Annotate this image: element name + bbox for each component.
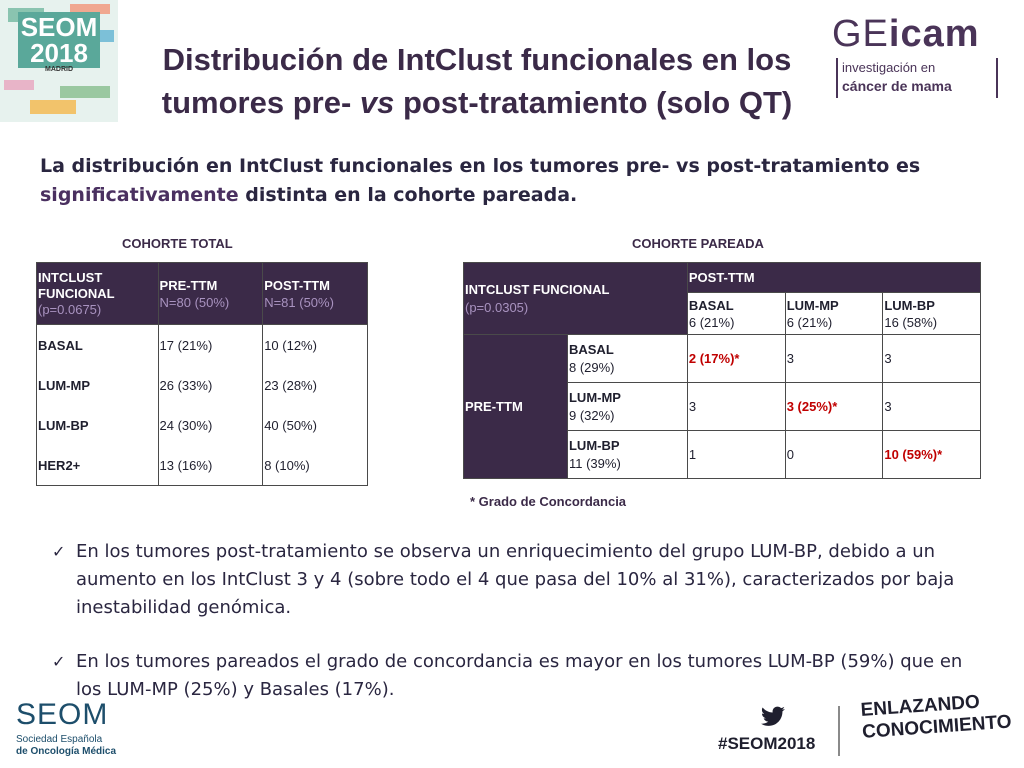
geicam-tagline-2: cáncer de mama [842,78,952,94]
cohort-paired-table: INTCLUST FUNCIONAL (p=0.0305) POST-TTM B… [463,262,982,479]
pre-ttm-label: PRE-TTM [463,334,568,479]
col-intclust-header: INTCLUST FUNCIONAL (p=0.0675) [36,262,159,325]
table-row: PRE-TTM BASAL 8 (29%) 2 (17%)* 3 3 [463,334,981,479]
seom-logo-line2: 2018 [30,38,88,68]
twitter-icon [761,706,785,726]
title-line1: Distribución de IntClust funcionales en … [162,42,792,77]
col-pre-ttm-header: PRE-TTM N=80 (50%) [157,262,264,325]
table-row: LUM-BP 11 (39%) 1 0 10 (59%)* [464,430,981,479]
post-col-lum-bp: LUM-BP 16 (58%) [882,292,981,335]
footer-divider [838,706,840,756]
post-ttm-header: POST-TTM [686,262,982,293]
pre-row-basal: BASAL 8 (29%) [566,334,688,383]
geicam-logo: GEicam investigación en cáncer de mama [832,14,1012,104]
subtitle: La distribución en IntClust funcionales … [40,155,921,206]
seom-logo-line1: SEOM [20,12,98,42]
geicam-tagline-1: investigación en [842,60,936,75]
pre-row-lum-bp: LUM-BP 11 (39%) [566,430,688,479]
title-line2: tumores pre- vs post-tratamiento (solo Q… [161,85,793,120]
post-col-basal: BASAL 6 (21%) [686,292,786,335]
cohort-total-table: INTCLUST FUNCIONAL (p=0.0675) PRE-TTM N=… [36,262,368,486]
table-row: LUM-BP 24 (30%) 40 (50%) [36,405,368,445]
table-row: HER2+ 13 (16%) 8 (10%) [36,445,368,486]
bullet-2: ✓ En los tumores pareados el grado de co… [52,648,982,704]
checkmark-icon: ✓ [52,652,66,671]
bullet-1: ✓ En los tumores post-tratamiento se obs… [52,538,982,622]
table-row: BASAL 17 (21%) 10 (12%) [36,324,368,365]
seom-footer-logo: SEOM Sociedad Española de Oncología Médi… [16,698,117,757]
table-row: LUM-MP 26 (33%) 23 (28%) [36,365,368,405]
cohort-total-label: COHORTE TOTAL [122,236,233,251]
page-title: Distribución de IntClust funcionales en … [118,38,836,124]
slogan: ENLAZANDO CONOCIMIENTO [860,691,1013,743]
paired-corner-header: INTCLUST FUNCIONAL (p=0.0305) [463,262,688,335]
checkmark-icon: ✓ [52,542,66,561]
cohort-paired-label: COHORTE PAREADA [632,236,764,251]
geicam-brand: GEicam [832,13,980,55]
col-post-ttm-header: POST-TTM N=81 (50%) [262,262,368,325]
seom-logo-city: MADRID [45,66,73,73]
table-row: LUM-MP 9 (32%) 3 3 (25%)* 3 [464,382,981,431]
post-col-lum-mp: LUM-MP 6 (21%) [784,292,884,335]
seom-2018-logo: SEOM 2018 MADRID [0,0,118,122]
pre-row-lum-mp: LUM-MP 9 (32%) [566,382,688,431]
hashtag-label: #SEOM2018 [718,734,816,753]
concordance-note: * Grado de Concordancia [470,494,627,509]
